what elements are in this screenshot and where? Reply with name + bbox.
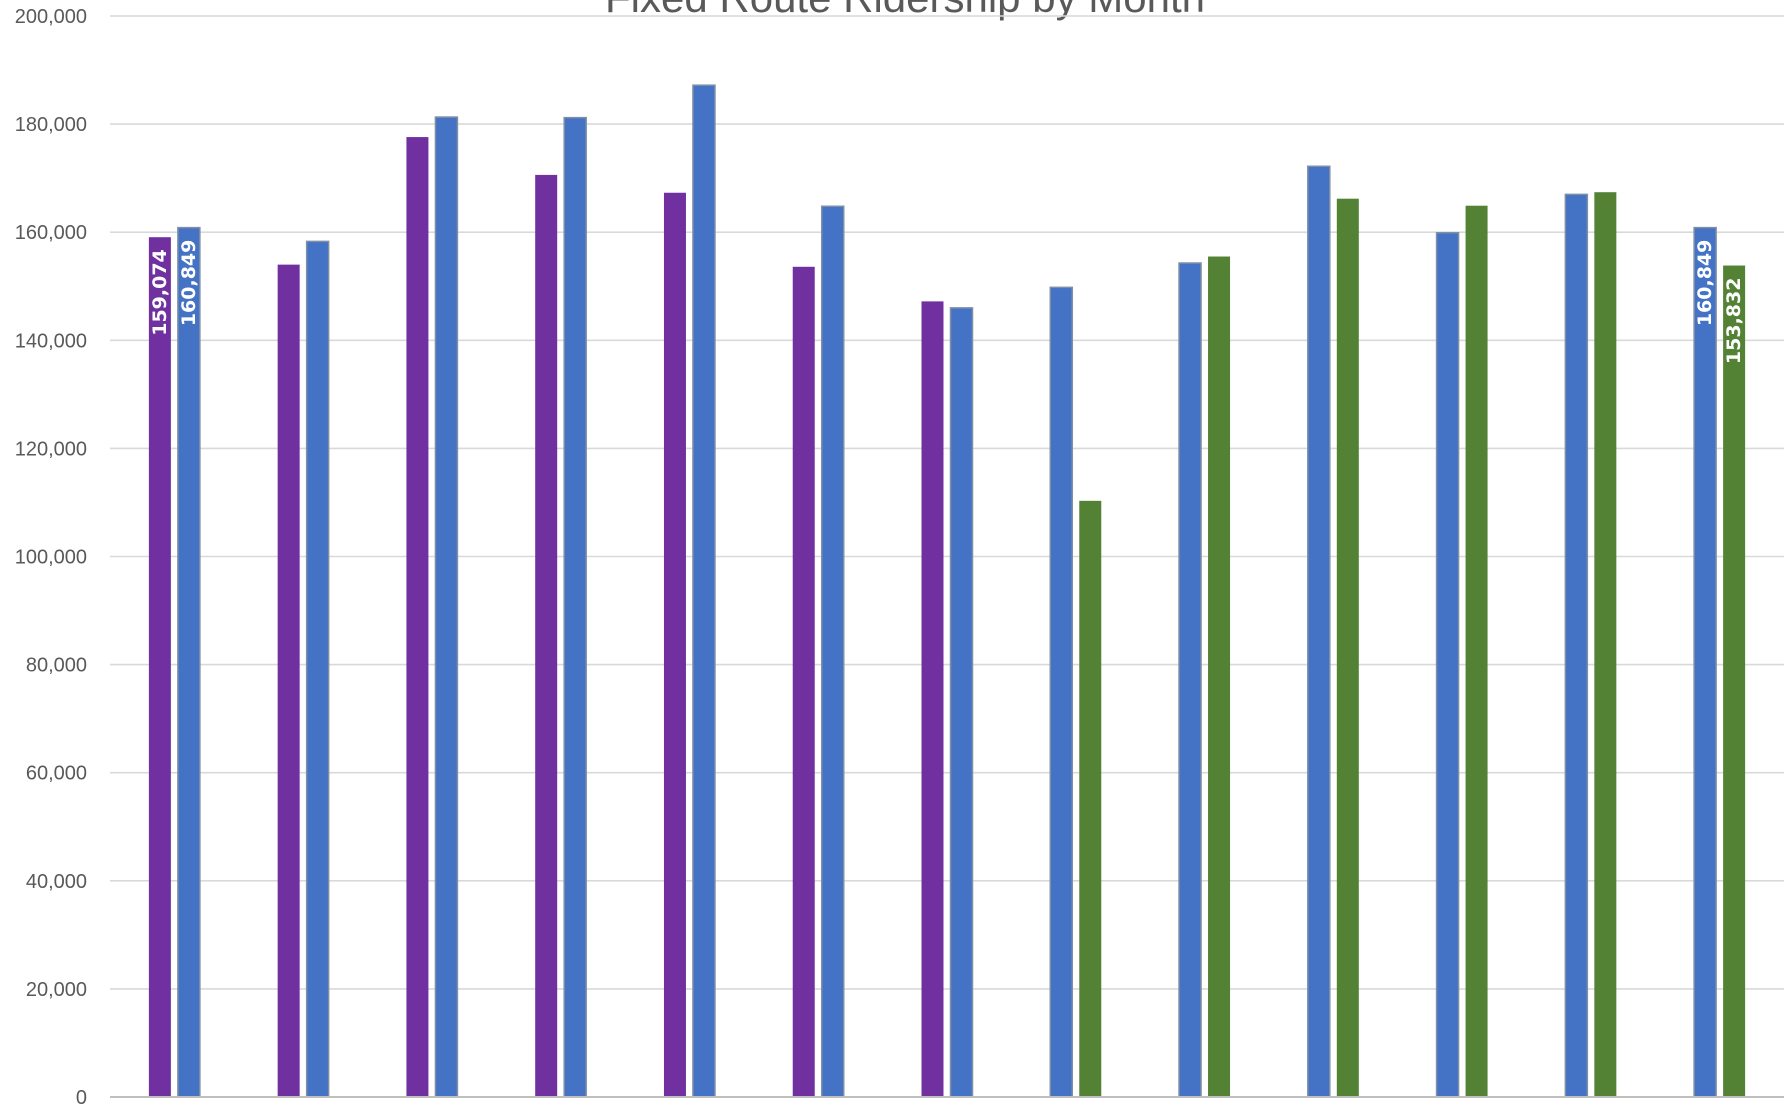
bar [177,226,201,1098]
y-tick-label: 60,000 [26,763,87,785]
bar [406,137,429,1097]
y-axis-tick-labels: 0 20,000 40,000 60,000 80,000 100,000 120,000 1… [15,6,87,1109]
y-tick-label: 40,000 [26,871,87,893]
gridlines [110,15,1784,990]
bar [949,307,974,1098]
y-tick-label: 80,000 [26,655,87,677]
y-tick-label: 140,000 [15,330,87,352]
y-tick-label: 0 [76,1087,87,1109]
bar [921,301,944,1097]
data-label: 153,832 [1723,278,1745,365]
data-label: 160,849 [178,240,200,327]
bar [1723,265,1746,1097]
bar [1049,286,1074,1098]
y-tick-label: 100,000 [15,547,87,569]
bar [434,116,459,1098]
y-tick-label: 180,000 [15,114,87,136]
bar [305,240,330,1098]
bar [535,174,558,1098]
bar [1336,198,1359,1098]
data-label: 159,074 [149,249,171,336]
y-tick-label: 200,000 [15,6,87,28]
y-tick-label: 160,000 [15,222,87,244]
bar [563,116,587,1098]
bar [692,84,716,1098]
y-tick-label: 20,000 [26,979,87,1001]
bar [1079,500,1102,1097]
bar [1465,205,1488,1097]
bar [148,237,171,1098]
bar [792,266,815,1097]
chart-title: Fixed Route Ridership by Month [605,0,1205,21]
bar [1208,256,1231,1098]
bar [820,205,845,1098]
bar [1564,193,1589,1098]
bar [1435,231,1460,1098]
bar [663,192,686,1097]
bars [148,84,1746,1098]
bar [277,264,300,1097]
bar [1693,226,1717,1098]
bar [1178,262,1202,1098]
data-labels: 159,074 160,849 160,849 153,832 [149,240,1745,364]
data-label: 160,849 [1694,240,1716,327]
bar [1594,192,1617,1097]
y-tick-label: 120,000 [15,438,87,460]
bar [1307,165,1331,1098]
